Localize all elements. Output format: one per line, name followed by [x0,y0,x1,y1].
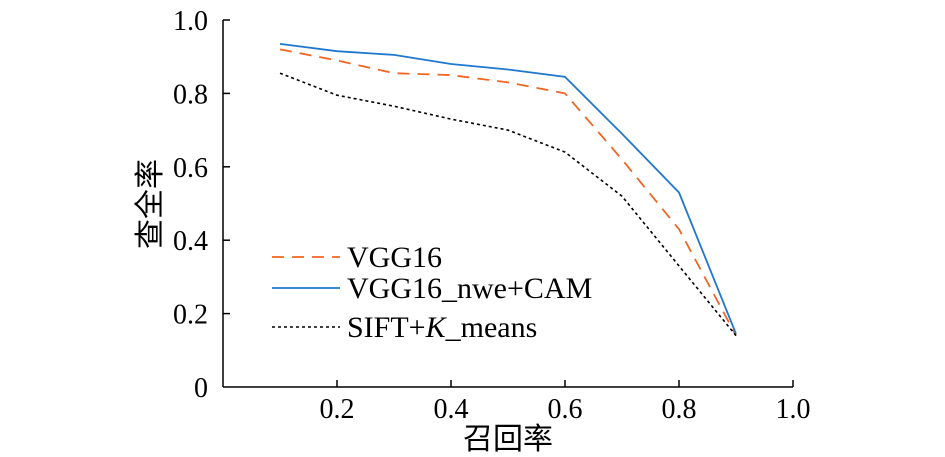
legend-label-sift-kmeans: SIFT+K_means [347,311,537,344]
legend-label-vgg16: VGG16 [347,241,442,274]
series-line-2 [279,72,737,337]
y-tick-label: 0.6 [173,153,208,184]
x-tick-label: 1.0 [776,394,811,425]
x-tick-label: 0.8 [662,394,697,425]
y-tick-label: 1.0 [173,6,208,37]
x-tick-label: 0.4 [434,394,469,425]
x-tick-label: 0.6 [548,394,583,425]
x-axis-title: 召回率 [463,422,553,457]
y-axis-title: 查全率 [133,159,168,249]
y-tick-label: 0 [194,373,208,404]
y-tick-label: 0.8 [173,79,208,110]
series-line-1 [279,43,737,335]
legend-label-sift-suffix: _means [445,311,538,344]
y-tick-label: 0.4 [173,226,208,257]
series-line-0 [279,48,737,337]
y-tick-label: 0.2 [173,300,208,331]
legend-label-sift-prefix: SIFT+ [347,311,426,344]
x-tick-label: 0.2 [320,394,355,425]
legend-label-sift-italic: K [425,311,448,344]
legend-label-vgg16-nwe-cam: VGG16_nwe+CAM [347,272,592,305]
legend: VGG16 VGG16_nwe+CAM SIFT+K_means [272,241,592,344]
